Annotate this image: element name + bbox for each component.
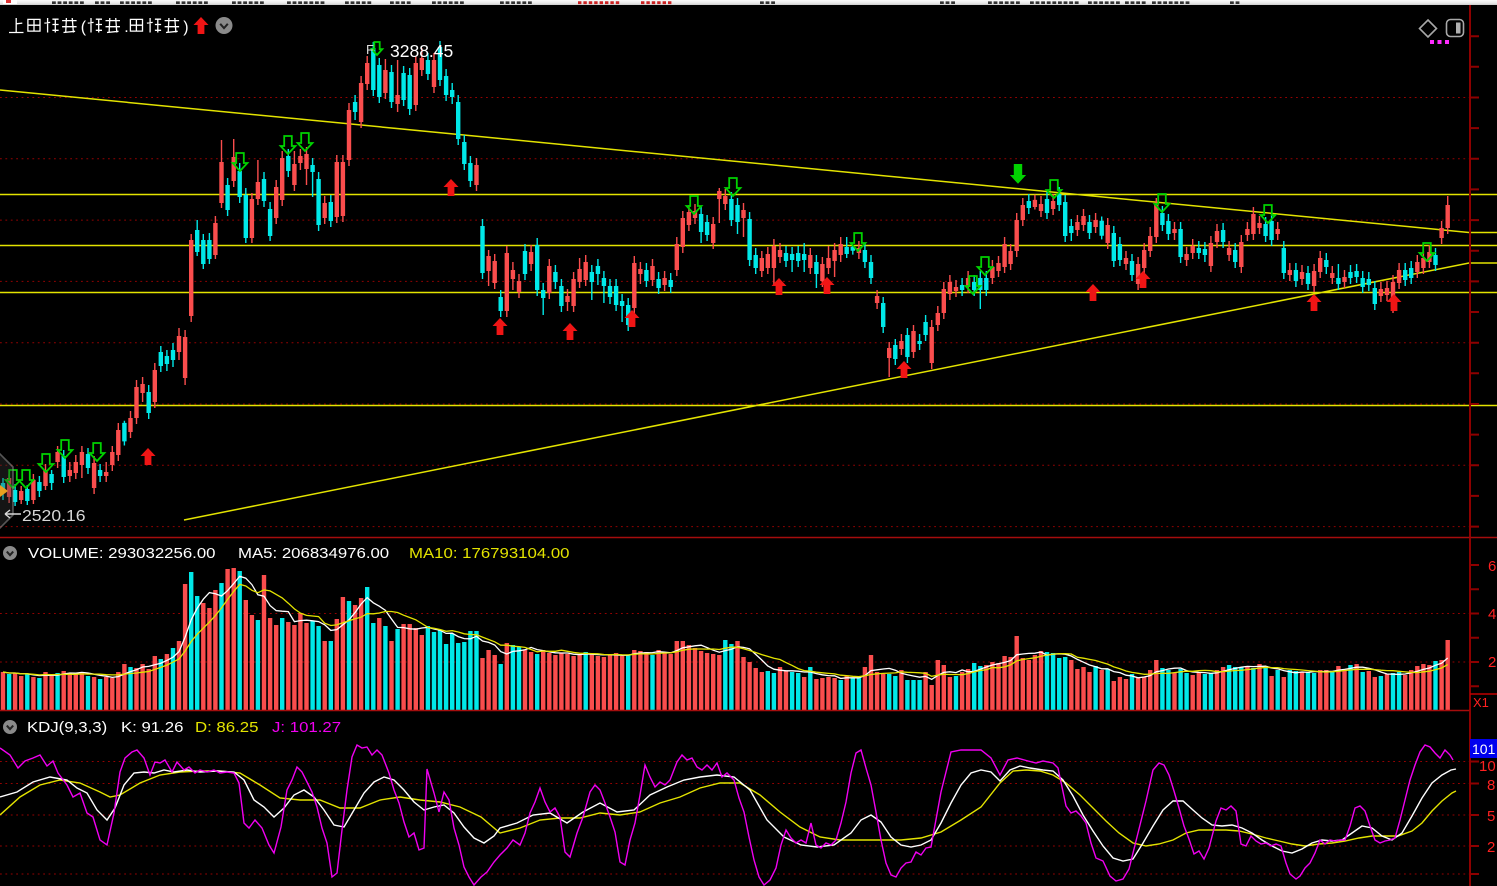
svg-text:MA10: 176793104.00: MA10: 176793104.00 xyxy=(409,546,570,562)
svg-text:2: 2 xyxy=(1487,839,1495,856)
svg-text:.: . xyxy=(124,19,128,36)
svg-text:X1: X1 xyxy=(1473,695,1489,710)
svg-text:3288.45: 3288.45 xyxy=(390,41,453,61)
svg-text:MA5: 206834976.00: MA5: 206834976.00 xyxy=(238,546,389,562)
svg-text:J: 101.27: J: 101.27 xyxy=(272,720,341,736)
svg-text:KDJ(9,3,3): KDJ(9,3,3) xyxy=(27,720,107,736)
svg-text:F: F xyxy=(366,42,374,57)
svg-text:5: 5 xyxy=(1487,808,1495,825)
svg-text:): ) xyxy=(183,19,188,36)
svg-text:2: 2 xyxy=(1488,654,1496,671)
svg-text:VOLUME: 293032256.00: VOLUME: 293032256.00 xyxy=(28,546,216,562)
svg-text:6: 6 xyxy=(1488,558,1496,575)
svg-text:2520.16: 2520.16 xyxy=(22,507,86,525)
svg-text:D: 86.25: D: 86.25 xyxy=(195,720,259,736)
svg-text:K: 91.26: K: 91.26 xyxy=(121,720,184,736)
svg-text:101: 101 xyxy=(1472,741,1496,757)
svg-text:(: ( xyxy=(81,19,87,36)
svg-text:10: 10 xyxy=(1479,758,1496,775)
svg-text:8: 8 xyxy=(1487,777,1495,794)
svg-text:4: 4 xyxy=(1488,606,1496,623)
